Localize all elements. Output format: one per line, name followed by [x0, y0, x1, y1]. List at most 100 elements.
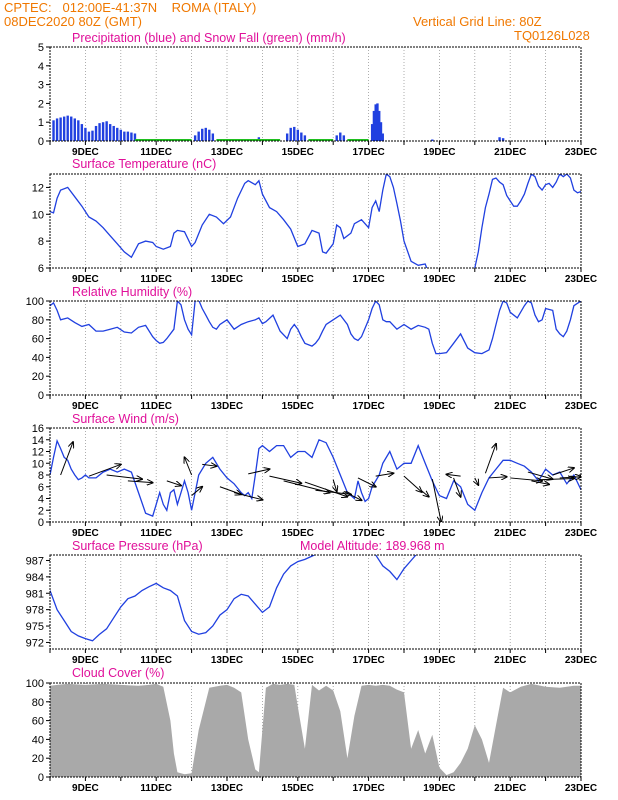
wind-arrow: [269, 475, 301, 483]
pressure-y-tick-label: 984: [26, 572, 44, 584]
snow-bar: [308, 139, 334, 141]
cloud-x-tick-label: 23DEC: [565, 783, 597, 794]
cloud-y-tick-label: 40: [32, 734, 44, 746]
cloud-y-tick-label: 20: [32, 753, 44, 765]
precip-bar: [381, 133, 384, 141]
wind-title: Surface Wind (m/s): [72, 412, 179, 426]
wind-y-tick-label: 4: [38, 494, 44, 506]
cloud-x-tick-label: 21DEC: [494, 783, 526, 794]
cloud-title: Cloud Cover (%): [72, 666, 164, 680]
wind-y-tick-label: 10: [32, 458, 44, 470]
snow-bar: [216, 139, 281, 141]
precip-bar: [70, 116, 73, 141]
wind-arrow: [488, 477, 507, 478]
wind-arrow: [106, 474, 142, 479]
pressure-x-tick-label: 19DEC: [423, 655, 455, 666]
temp-x-tick-label: 11DEC: [140, 274, 172, 285]
wind-series-line: [50, 438, 581, 517]
cloud-x-tick-label: 17DEC: [352, 783, 384, 794]
temp-x-tick-label: 23DEC: [565, 274, 597, 285]
wind-arrow: [531, 481, 549, 485]
precip-bar: [126, 131, 130, 141]
wind-arrow: [333, 479, 337, 492]
precip-y-tick-label: 0: [38, 136, 44, 148]
precip-bar: [193, 135, 197, 141]
precip-bar: [123, 131, 126, 141]
precip-bar: [296, 129, 299, 141]
rh-y-tick-label: 60: [32, 334, 44, 346]
wind-arrow: [527, 471, 553, 479]
wind-arrow: [202, 464, 216, 466]
wind-y-tick-label: 14: [32, 435, 44, 447]
temp-series-line: [50, 174, 581, 268]
snow-bar: [134, 139, 192, 141]
rh-y-tick-label: 20: [32, 371, 44, 383]
precip-bar: [73, 118, 76, 141]
pressure-x-tick-label: 23DEC: [565, 655, 597, 666]
precip-bar: [378, 110, 381, 141]
precip-x-tick-label: 17DEC: [352, 147, 384, 158]
rh-frame: [49, 300, 582, 396]
precip-x-tick-label: 13DEC: [211, 147, 243, 158]
precip-bar: [379, 122, 383, 141]
precip-bar: [84, 127, 87, 141]
wind-arrow: [357, 477, 376, 487]
pressure-frame: [49, 554, 582, 650]
pressure-x-tick-label: 9DEC: [72, 655, 99, 666]
header-run-code: TQ0126L028: [514, 28, 590, 43]
precip-bar: [52, 120, 55, 141]
precip-bar: [112, 125, 115, 141]
pressure-y-tick-label: 972: [26, 637, 44, 649]
wind-x-tick-label: 15DEC: [282, 528, 314, 539]
rh-x-tick-label: 23DEC: [565, 401, 597, 412]
cloud-y-tick-label: 80: [32, 697, 44, 709]
temp-x-tick-label: 15DEC: [282, 274, 314, 285]
precip-bar: [94, 125, 98, 141]
wind-x-tick-label: 17DEC: [352, 528, 384, 539]
wind-arrow: [446, 474, 461, 476]
wind-arrow: [304, 481, 347, 497]
header-date: 08DEC2020 80Z (GMT): [4, 14, 142, 29]
precip-bar: [501, 138, 505, 141]
precip-x-tick-label: 19DEC: [423, 147, 455, 158]
wind-arrow: [484, 444, 496, 474]
wind-arrow: [185, 457, 193, 476]
temp-x-tick-label: 21DEC: [494, 274, 526, 285]
pressure-x-tick-label: 17DEC: [352, 655, 384, 666]
precip-bar: [374, 104, 377, 141]
rh-x-tick-label: 21DEC: [494, 401, 526, 412]
precip-x-tick-label: 23DEC: [565, 147, 597, 158]
wind-arrow: [60, 442, 73, 476]
pressure-x-tick-label: 13DEC: [211, 655, 243, 666]
rh-y-tick-label: 80: [32, 315, 44, 327]
cloud-x-tick-label: 19DEC: [423, 783, 455, 794]
precip-x-tick-label: 15DEC: [282, 147, 314, 158]
precip-bar: [372, 110, 376, 141]
rh-x-tick-label: 19DEC: [423, 401, 455, 412]
wind-arrow: [421, 490, 429, 497]
precip-bar: [87, 131, 91, 141]
header-grid-note: Vertical Grid Line: 80Z: [413, 14, 542, 29]
rh-y-tick-label: 100: [26, 296, 44, 308]
precip-x-tick-label: 11DEC: [140, 147, 172, 158]
cloud-x-tick-label: 15DEC: [282, 783, 314, 794]
wind-y-tick-label: 16: [32, 423, 44, 435]
precip-bar: [431, 139, 434, 141]
temp-x-tick-label: 13DEC: [211, 274, 243, 285]
temp-x-tick-label: 17DEC: [352, 274, 384, 285]
precip-y-tick-label: 5: [38, 42, 44, 54]
precip-bar: [116, 127, 119, 141]
pressure-series-line: [50, 555, 417, 642]
precip-bar: [91, 130, 94, 141]
wind-arrow: [233, 492, 262, 500]
pressure-y-tick-label: 987: [26, 555, 44, 567]
rh-title: Relative Humidity (%): [72, 285, 192, 299]
wind-arrow: [552, 468, 574, 476]
wind-arrow: [431, 479, 441, 522]
precip-y-tick-label: 2: [38, 98, 44, 110]
rh-x-tick-label: 15DEC: [282, 401, 314, 412]
rh-x-tick-label: 11DEC: [140, 401, 172, 412]
precip-bar: [77, 120, 80, 141]
precip-bar: [105, 121, 108, 141]
precip-bar: [66, 115, 69, 141]
